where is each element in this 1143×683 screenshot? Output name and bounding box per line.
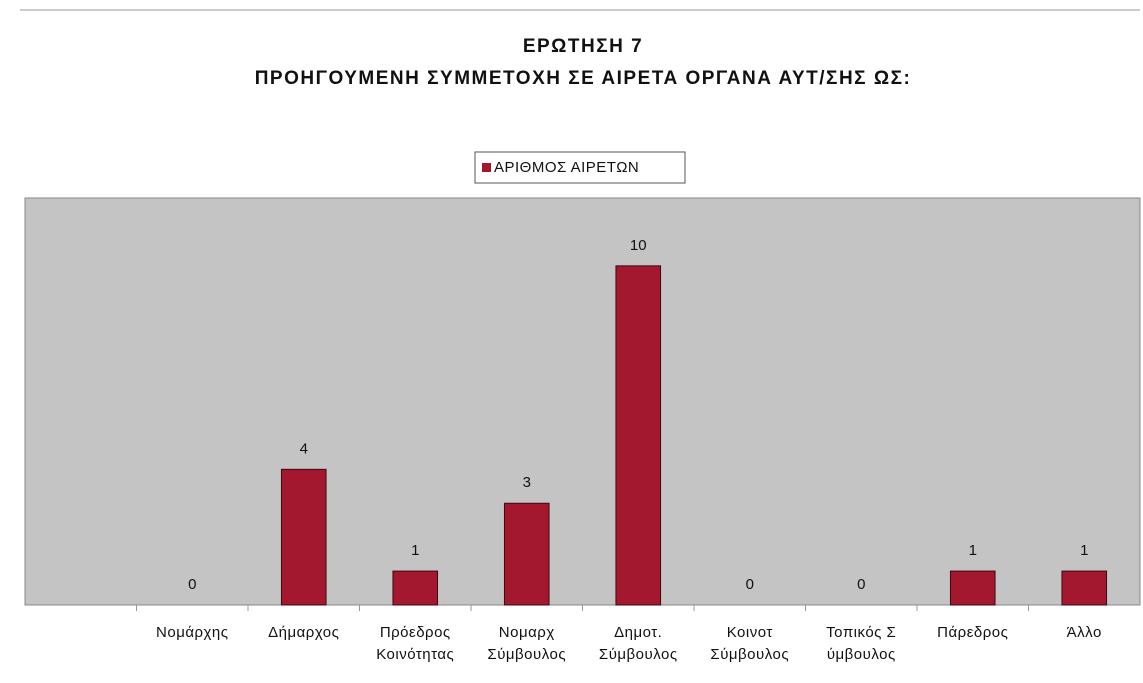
data-label: 0 [188,576,196,593]
x-tick-label: Άλλο [1066,624,1102,641]
data-label: 10 [630,237,647,254]
x-tick-label: Δήμαρχος [268,624,340,641]
chart-subtitle: ΠΡΟΗΓΟΥΜΕΝΗ ΣΥΜΜΕΤΟΧΗ ΣΕ ΑΙΡΕΤΑ ΟΡΓΑΝΑ Α… [255,68,912,89]
legend-swatch [482,163,491,172]
x-tick-label: Νομαρχ Σύμβουλος [487,624,567,663]
bar [280,468,327,606]
x-tick-label: Κοινοτ Σύμβουλος [710,624,790,663]
x-tick-label: Τοπικός Σ ύμβουλος [826,624,897,663]
data-label: 1 [969,542,977,559]
bar [1061,570,1108,606]
bar [949,570,996,606]
data-label: 1 [1080,542,1088,559]
x-tick-label: Πρόεδρος Κοινότητας [376,624,455,663]
data-label: 1 [411,542,419,559]
x-tick-label: Πάρεδρος [937,624,1009,641]
chart-title: ΕΡΩΤΗΣΗ 7 [523,36,643,57]
legend-box [474,151,686,184]
data-label: 3 [523,474,531,491]
data-label: 0 [857,576,865,593]
bar [615,265,662,606]
data-label: 0 [746,576,754,593]
bar [503,502,550,606]
legend-label: ΑΡΙΘΜΟΣ ΑΙΡΕΤΩΝ [494,159,639,176]
data-label: 4 [300,440,308,457]
x-tick-label: Δημοτ. Σύμβουλος [598,624,678,663]
bar [392,570,439,606]
x-tick-label: Νομάρχης [156,624,229,641]
